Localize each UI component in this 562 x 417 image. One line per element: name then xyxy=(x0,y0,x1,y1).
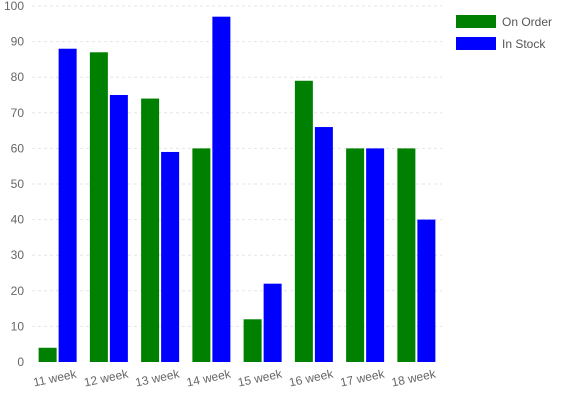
y-tick-label: 60 xyxy=(11,141,25,155)
bar-on-order[interactable] xyxy=(346,148,365,362)
x-tick-label: 12 week xyxy=(83,366,131,389)
x-tick-label: 18 week xyxy=(390,366,438,389)
bars xyxy=(38,16,436,363)
y-tick-label: 30 xyxy=(11,248,25,262)
bar-in-stock[interactable] xyxy=(212,16,231,363)
legend-swatch[interactable] xyxy=(456,37,496,50)
bar-on-order[interactable] xyxy=(243,319,262,362)
bar-on-order[interactable] xyxy=(294,80,313,362)
x-tick-label: 11 week xyxy=(32,366,79,389)
x-tick-label: 17 week xyxy=(339,366,387,389)
x-tick-label: 13 week xyxy=(134,366,182,389)
x-tick-label: 14 week xyxy=(185,366,233,389)
legend-swatch[interactable] xyxy=(456,15,496,28)
bar-on-order[interactable] xyxy=(89,52,108,362)
y-tick-label: 90 xyxy=(11,35,25,49)
bar-in-stock[interactable] xyxy=(161,151,180,362)
y-tick-label: 10 xyxy=(11,319,25,333)
x-tick-label: 15 week xyxy=(236,366,284,389)
y-tick-label: 50 xyxy=(11,177,25,191)
bar-in-stock[interactable] xyxy=(417,219,436,362)
bar-on-order[interactable] xyxy=(192,148,211,362)
bar-in-stock[interactable] xyxy=(58,48,77,362)
bar-in-stock[interactable] xyxy=(109,95,128,362)
y-tick-label: 70 xyxy=(11,106,25,120)
y-tick-label: 80 xyxy=(11,70,25,84)
bar-in-stock[interactable] xyxy=(263,283,282,362)
x-tick-label: 16 week xyxy=(288,366,336,389)
legend-label[interactable]: On Order xyxy=(502,15,552,29)
y-tick-label: 0 xyxy=(17,355,24,369)
y-tick-label: 20 xyxy=(11,284,25,298)
y-tick-label: 40 xyxy=(11,213,25,227)
legend-label[interactable]: In Stock xyxy=(502,37,546,51)
bar-on-order[interactable] xyxy=(397,148,416,362)
bar-in-stock[interactable] xyxy=(314,127,333,362)
bar-in-stock[interactable] xyxy=(366,148,385,362)
bar-on-order[interactable] xyxy=(141,98,160,362)
bar-on-order[interactable] xyxy=(38,347,57,362)
y-tick-label: 100 xyxy=(4,0,24,13)
legend: On Order In Stock xyxy=(456,15,552,51)
